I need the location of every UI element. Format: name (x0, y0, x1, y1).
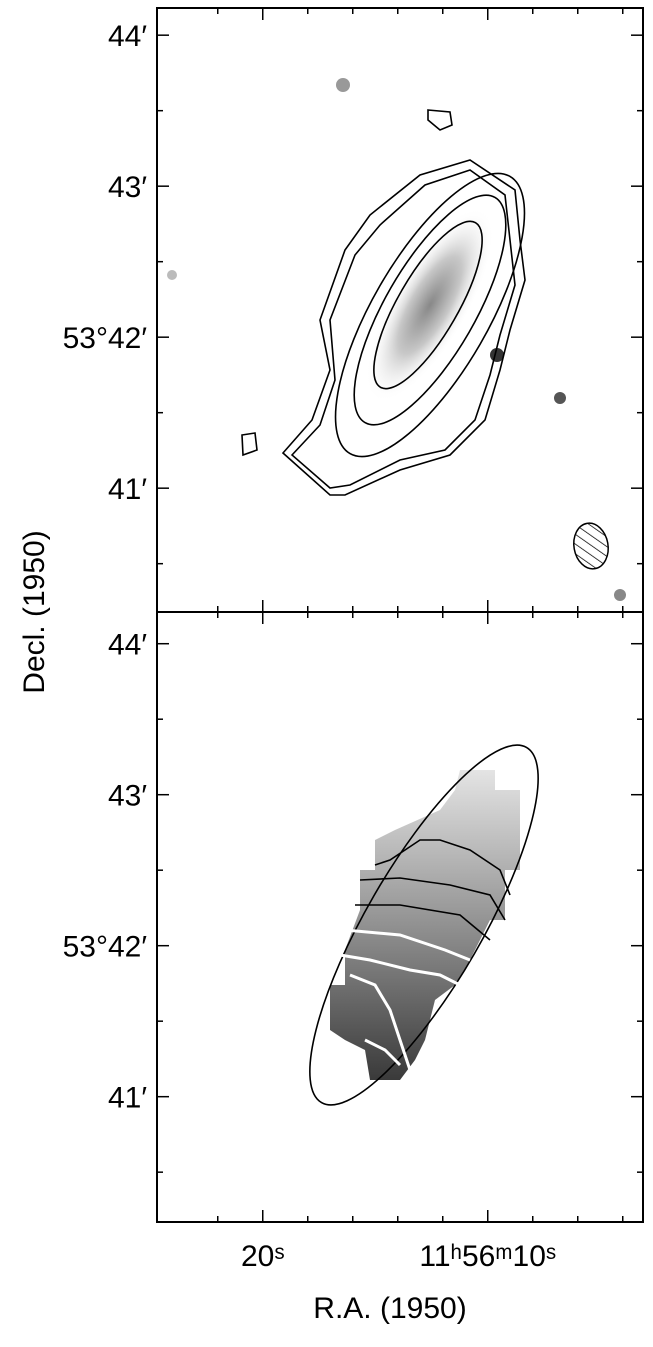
x-tick-label: 11ʰ56ᵐ10ˢ (419, 1240, 556, 1273)
y-axis-label: Decl. (1950) (18, 530, 51, 693)
y-tick-label: 53°42′ (63, 931, 148, 964)
x-tick-label: 20ˢ (241, 1240, 285, 1273)
y-tick-label: 41′ (108, 473, 147, 506)
x-axis-label: R.A. (1950) (313, 1292, 466, 1325)
y-tick-label: 41′ (108, 1082, 147, 1115)
y-tick-label: 53°42′ (63, 322, 148, 355)
y-tick-label: 43′ (108, 171, 147, 204)
y-tick-label: 44′ (108, 20, 147, 53)
optical-image (167, 78, 626, 601)
y-tick-label: 44′ (108, 629, 147, 662)
panel-frame (156, 611, 644, 1223)
y-tick-label: 43′ (108, 780, 147, 813)
velocity-field (309, 744, 539, 1106)
